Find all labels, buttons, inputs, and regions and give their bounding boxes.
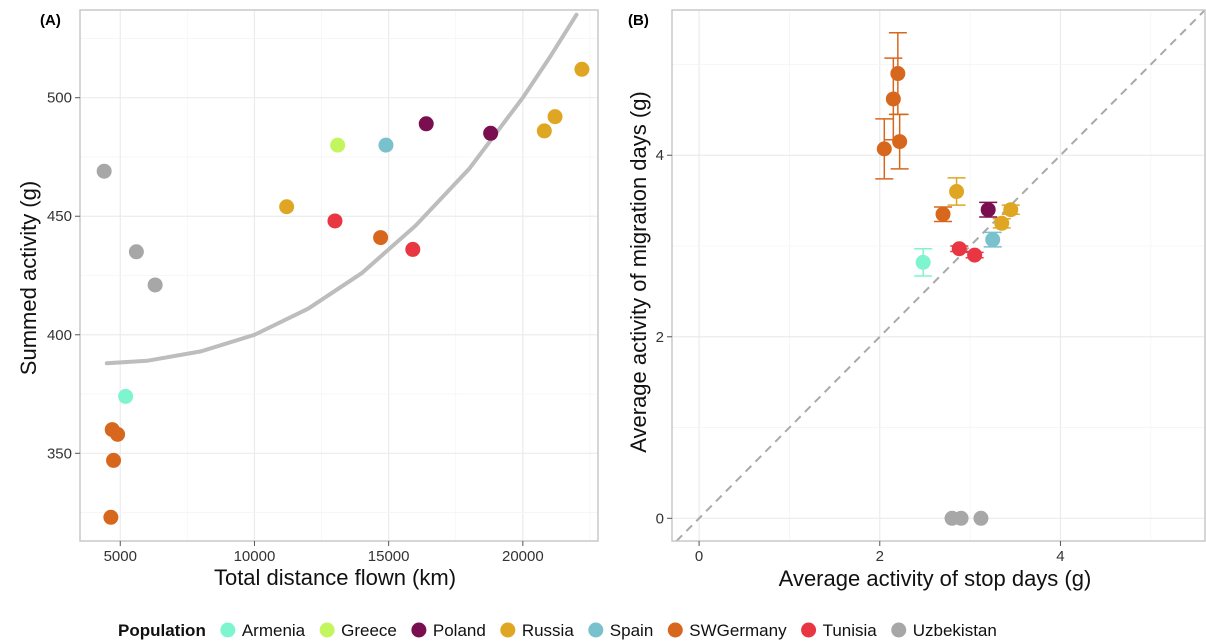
legend-items: Armenia Greece Poland Russia Spain SWGermany T…	[220, 621, 997, 640]
data-point-armenia	[915, 254, 931, 270]
data-point-greece	[330, 137, 346, 153]
data-point-swgermany	[890, 66, 906, 82]
data-point-tunisia	[405, 241, 421, 257]
legend-swatch-russia	[500, 622, 516, 638]
data-point-uzbekistan	[96, 163, 112, 179]
legend-title: Population	[118, 621, 206, 640]
panel-a-x-tick-label: 5000	[104, 548, 137, 565]
panel-a-x-tick-label: 20000	[502, 548, 544, 565]
legend: Population Armenia Greece Poland Russia Spai…	[118, 621, 997, 640]
panel-a-label: (A)	[40, 12, 61, 29]
legend-swatch-armenia	[220, 622, 236, 638]
data-point-armenia	[118, 388, 134, 404]
panel-b-y-tick-label: 2	[656, 329, 664, 346]
panel-b-x-tick-label: 0	[695, 548, 703, 565]
panel-a-y-tick-label: 500	[47, 90, 72, 107]
legend-swatch-uzbekistan	[891, 622, 907, 638]
panel-b-frame	[671, 9, 1206, 542]
data-point-russia	[279, 199, 295, 215]
data-point-spain	[378, 137, 394, 153]
legend-label-poland: Poland	[433, 621, 486, 640]
fit-curve	[104, 12, 579, 366]
panel-a-y-tick-label: 350	[47, 445, 72, 462]
panel-b-x-axis-title: Average activity of stop days (g)	[779, 566, 1092, 591]
data-point-russia	[994, 215, 1010, 231]
panel-b-y-tick-label: 4	[656, 147, 664, 164]
panel-a-x-axis-title: Total distance flown (km)	[214, 565, 456, 590]
data-point-swgermany	[110, 426, 126, 442]
legend-swatch-greece	[319, 622, 335, 638]
legend-swatch-poland	[411, 622, 427, 638]
data-point-russia	[1003, 202, 1019, 218]
legend-label-tunisia: Tunisia	[823, 621, 878, 640]
panel-a-y-tick-label: 400	[47, 327, 72, 344]
data-point-uzbekistan	[147, 277, 163, 293]
legend-label-armenia: Armenia	[242, 621, 306, 640]
data-point-swgermany	[935, 206, 951, 222]
data-point-swgermany	[876, 141, 892, 157]
data-point-russia	[547, 109, 563, 125]
data-point-tunisia	[951, 241, 967, 257]
data-point-uzbekistan	[953, 510, 969, 526]
data-point-swgermany	[892, 134, 908, 150]
data-point-swgermany	[106, 452, 122, 468]
data-point-russia	[949, 184, 965, 200]
data-point-russia	[574, 61, 590, 77]
panel-b-y-tick-label: 0	[656, 510, 664, 527]
panel-a-y-tick-label: 450	[47, 208, 72, 225]
legend-label-greece: Greece	[341, 621, 397, 640]
legend-label-russia: Russia	[522, 621, 575, 640]
data-point-uzbekistan	[973, 510, 989, 526]
panel-a-x-tick-label: 10000	[234, 548, 276, 565]
legend-swatch-swgermany	[667, 622, 683, 638]
legend-label-spain: Spain	[610, 621, 653, 640]
panel-a-x-tick-label: 15000	[368, 548, 410, 565]
data-point-tunisia	[327, 213, 343, 229]
data-point-russia	[536, 123, 552, 139]
panel-b-y-axis-title: Average activity of migration days (g)	[626, 91, 651, 453]
data-point-swgermany	[103, 509, 119, 525]
legend-label-swgermany: SWGermany	[689, 621, 787, 640]
data-point-poland	[418, 116, 434, 132]
panel-b: (B) Average activity of stop days (g) Av…	[626, 9, 1206, 591]
data-point-spain	[985, 232, 1001, 248]
legend-swatch-spain	[588, 622, 604, 638]
panel-a: (A) Total distance flown (km) Summed act…	[16, 9, 599, 590]
data-point-swgermany	[885, 91, 901, 107]
panel-b-label: (B)	[628, 12, 649, 29]
data-point-poland	[483, 125, 499, 141]
legend-label-uzbekistan: Uzbekistan	[913, 621, 997, 640]
panel-b-x-tick-label: 2	[876, 548, 884, 565]
legend-swatch-tunisia	[801, 622, 817, 638]
panel-a-frame	[79, 9, 599, 542]
data-point-tunisia	[967, 247, 983, 263]
panel-a-y-axis-title: Summed activity (g)	[16, 181, 41, 375]
panel-b-x-tick-label: 4	[1056, 548, 1064, 565]
data-point-poland	[980, 202, 996, 218]
data-point-swgermany	[373, 230, 389, 246]
data-point-uzbekistan	[128, 244, 144, 260]
